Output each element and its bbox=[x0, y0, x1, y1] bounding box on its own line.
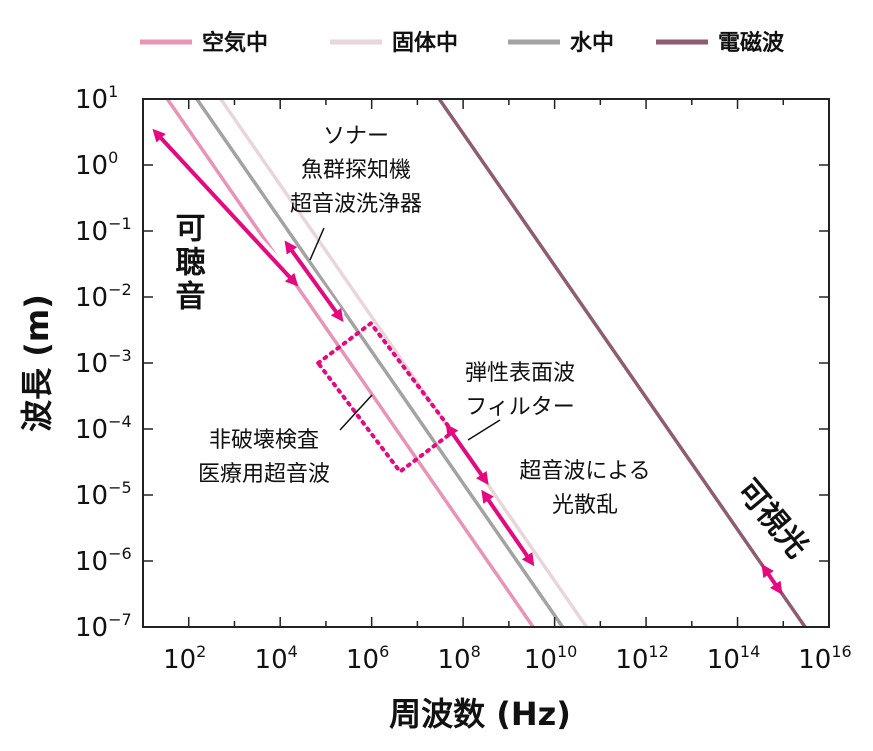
x-tick-label: 104 bbox=[255, 642, 298, 675]
y-tick-base: 10 bbox=[75, 217, 108, 247]
x-tick-exp: 2 bbox=[196, 642, 206, 661]
y-tick-label: 10−5 bbox=[75, 478, 132, 511]
x-tick-label: 108 bbox=[437, 642, 480, 675]
sonar-leader-line bbox=[309, 227, 325, 261]
x-tick-label: 1010 bbox=[524, 642, 577, 675]
y-tick-exp: −5 bbox=[108, 478, 132, 497]
x-tick-label: 106 bbox=[346, 642, 389, 675]
x-tick-base: 10 bbox=[255, 645, 288, 675]
y-axis-title: 波長 (m) bbox=[18, 294, 56, 432]
y-tick-label: 10−7 bbox=[75, 610, 132, 643]
y-tick-base: 10 bbox=[75, 613, 108, 643]
y-tick-label: 100 bbox=[75, 148, 118, 181]
x-tick-exp: 16 bbox=[831, 642, 851, 661]
y-tick-base: 10 bbox=[75, 349, 108, 379]
y-tick-exp: −2 bbox=[108, 280, 132, 299]
x-axis-title: 周波数 (Hz) bbox=[389, 695, 571, 733]
x-tick-label: 1016 bbox=[798, 642, 851, 675]
y-tick-exp: −1 bbox=[108, 214, 132, 233]
x-tick-exp: 10 bbox=[557, 642, 577, 661]
annotation-visible: 可視光 bbox=[730, 473, 815, 564]
x-tick-base: 10 bbox=[346, 645, 379, 675]
y-tick-base: 10 bbox=[75, 151, 108, 181]
annotation-scatter-line: 光散乱 bbox=[552, 493, 618, 518]
y-tick-exp: 1 bbox=[108, 82, 118, 101]
x-tick-exp: 14 bbox=[740, 642, 760, 661]
x-tick-base: 10 bbox=[707, 645, 740, 675]
annotation-audible: 可聴音 bbox=[170, 212, 206, 314]
y-tick-label: 10−2 bbox=[75, 280, 132, 313]
x-tick-base: 10 bbox=[798, 645, 831, 675]
y-tick-exp: −6 bbox=[108, 544, 132, 563]
saw-leader-line bbox=[467, 419, 501, 441]
x-tick-exp: 4 bbox=[288, 642, 298, 661]
range-arrows bbox=[152, 128, 784, 595]
y-tick-exp: −4 bbox=[108, 412, 132, 431]
y-tick-label: 10−6 bbox=[75, 544, 132, 577]
y-tick-base: 10 bbox=[75, 481, 108, 511]
annotation-sonar-line: 超音波洗浄器 bbox=[290, 192, 422, 217]
annotation-ndt-line: 非破壊検査 bbox=[209, 428, 319, 453]
decorations bbox=[309, 227, 501, 475]
annotation-ndt-line: 医療用超音波 bbox=[198, 462, 330, 487]
range-arrow bbox=[445, 423, 489, 486]
legend-label: 水中 bbox=[570, 31, 614, 56]
legend: 空気中 固体中 水中 電磁波 bbox=[140, 30, 785, 56]
annotation-saw-line: 弾性表面波 bbox=[465, 361, 575, 386]
range-arrow bbox=[481, 489, 535, 567]
y-tick-base: 10 bbox=[75, 415, 108, 445]
annotation-scatter-line: 超音波による bbox=[519, 459, 650, 484]
x-tick-base: 10 bbox=[163, 645, 196, 675]
legend-label: 電磁波 bbox=[718, 30, 785, 56]
y-tick-base: 10 bbox=[75, 283, 108, 313]
y-tick-exp: −7 bbox=[108, 610, 132, 629]
y-tick-label: 10−4 bbox=[75, 412, 132, 445]
plot-frame bbox=[142, 98, 830, 628]
annotation-saw-line: フィルター bbox=[465, 395, 575, 420]
annotation-sonar-line: 魚群探知機 bbox=[301, 158, 411, 183]
annotation-sonar-line: ソナー bbox=[323, 124, 389, 149]
ticks: 102 104 106 108 1010 1012 1014 101610110010−110… bbox=[75, 82, 852, 675]
y-tick-exp: −3 bbox=[108, 346, 132, 365]
x-tick-exp: 6 bbox=[379, 642, 389, 661]
x-tick-label: 1012 bbox=[615, 642, 668, 675]
range-arrow bbox=[761, 563, 783, 595]
x-tick-base: 10 bbox=[437, 645, 470, 675]
ndt-leader-line bbox=[339, 394, 373, 431]
x-tick-label: 102 bbox=[163, 642, 206, 675]
x-tick-exp: 12 bbox=[648, 642, 668, 661]
range-arrow bbox=[152, 128, 299, 287]
ndt-dotted-box bbox=[315, 320, 456, 475]
legend-label: 固体中 bbox=[392, 31, 458, 56]
range-arrow bbox=[284, 240, 344, 323]
x-tick-label: 1014 bbox=[707, 642, 760, 675]
y-tick-label: 10−3 bbox=[75, 346, 132, 379]
x-tick-base: 10 bbox=[615, 645, 648, 675]
x-tick-exp: 8 bbox=[471, 642, 481, 661]
legend-label: 空気中 bbox=[202, 30, 268, 56]
y-tick-label: 10−1 bbox=[75, 214, 132, 247]
y-tick-exp: 0 bbox=[108, 148, 118, 167]
series-line bbox=[437, 98, 807, 628]
y-tick-base: 10 bbox=[75, 547, 108, 577]
y-tick-label: 101 bbox=[75, 82, 118, 115]
x-tick-base: 10 bbox=[524, 645, 557, 675]
y-tick-base: 10 bbox=[75, 85, 108, 115]
